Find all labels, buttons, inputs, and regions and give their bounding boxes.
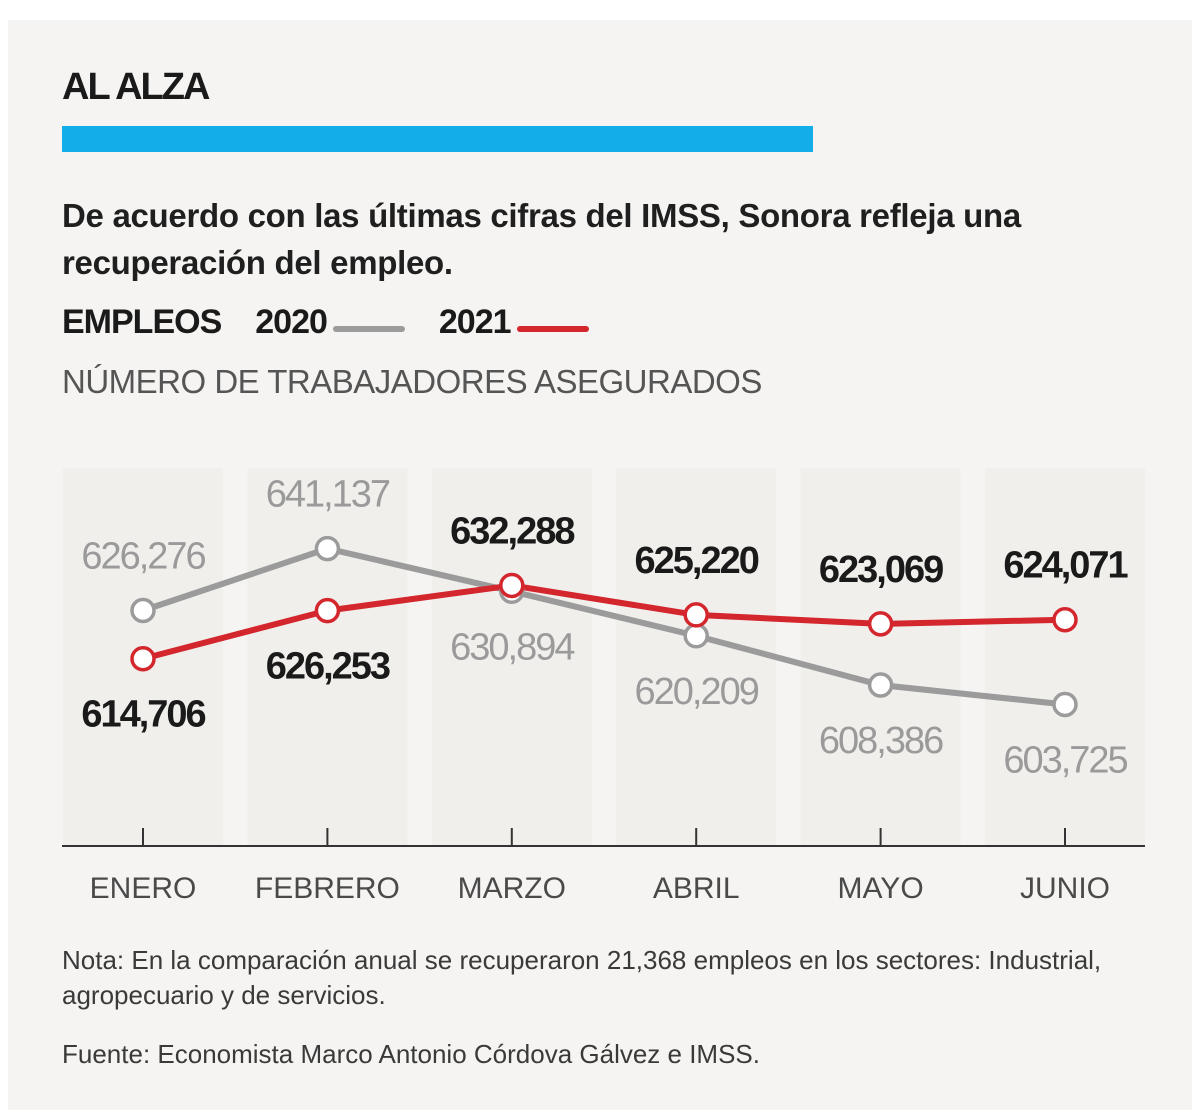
- data-point-2020: [1052, 691, 1078, 718]
- series-line-2021: [140, 582, 1068, 662]
- data-label-2021: 632,288: [450, 510, 574, 552]
- x-tick-label: ENERO: [90, 872, 197, 905]
- column-band: [431, 468, 592, 846]
- data-point-2020: [314, 535, 341, 562]
- column-band: [985, 468, 1145, 846]
- data-label-2021: 614,706: [81, 694, 205, 736]
- column-band: [800, 468, 961, 846]
- source-note: Fuente: Economista Marco Antonio Córdova…: [62, 1039, 761, 1069]
- data-point-2021: [1052, 606, 1078, 633]
- legend-swatch-2020: [332, 326, 405, 332]
- column-band: [616, 468, 777, 846]
- legend-label-2021: 2021: [438, 302, 512, 341]
- data-label-2021: 623,069: [819, 549, 943, 591]
- legend-label-2020: 2020: [255, 302, 328, 341]
- data-label-2020: 641,137: [266, 474, 390, 516]
- footnote: Nota: En la comparación anual se recuper…: [62, 945, 1102, 1010]
- legend-metric: EMPLEOS: [62, 302, 222, 341]
- data-point-2021: [499, 572, 525, 599]
- data-label-2021: 624,071: [1003, 545, 1128, 587]
- legend: EMPLEOS 2020 2021: [62, 300, 623, 344]
- line-chart: ENERO FEBRERO MARZO ABRIL MAYO JUNIO 626,276 64…: [62, 468, 1145, 905]
- data-label-2020: 608,386: [819, 720, 943, 762]
- data-label-2021: 625,220: [635, 540, 759, 582]
- data-label-2020: 630,894: [450, 626, 575, 668]
- data-label-2020: 626,276: [81, 536, 205, 578]
- data-point-2020: [867, 672, 894, 698]
- column-band: [247, 468, 408, 846]
- kicker-title: AL ALZA: [62, 66, 210, 108]
- x-tick-label: FEBRERO: [255, 872, 400, 905]
- x-tick-label: ABRIL: [653, 872, 740, 905]
- data-point-2021: [314, 597, 341, 624]
- headline: De acuerdo con las últimas cifras del IM…: [62, 197, 1021, 281]
- chart-subtitle: NÚMERO DE TRABAJADORES ASEGURADOS: [62, 363, 762, 400]
- data-point-2021: [130, 645, 156, 672]
- x-tick-label: JUNIO: [1020, 872, 1110, 905]
- data-point-2020: [130, 597, 156, 624]
- x-tick-label: MAYO: [838, 872, 924, 905]
- series-line-2020: [140, 545, 1068, 708]
- data-label-2021: 626,253: [266, 646, 390, 688]
- data-label-2020: 620,209: [635, 671, 759, 713]
- data-point-2021: [867, 611, 894, 637]
- data-label-2020: 603,725: [1003, 739, 1127, 781]
- legend-swatch-2021: [516, 326, 589, 332]
- x-tick-label: MARZO: [458, 872, 566, 905]
- data-point-2020: [683, 623, 709, 649]
- data-point-2021: [683, 602, 709, 628]
- kicker-accent-bar: [62, 126, 813, 152]
